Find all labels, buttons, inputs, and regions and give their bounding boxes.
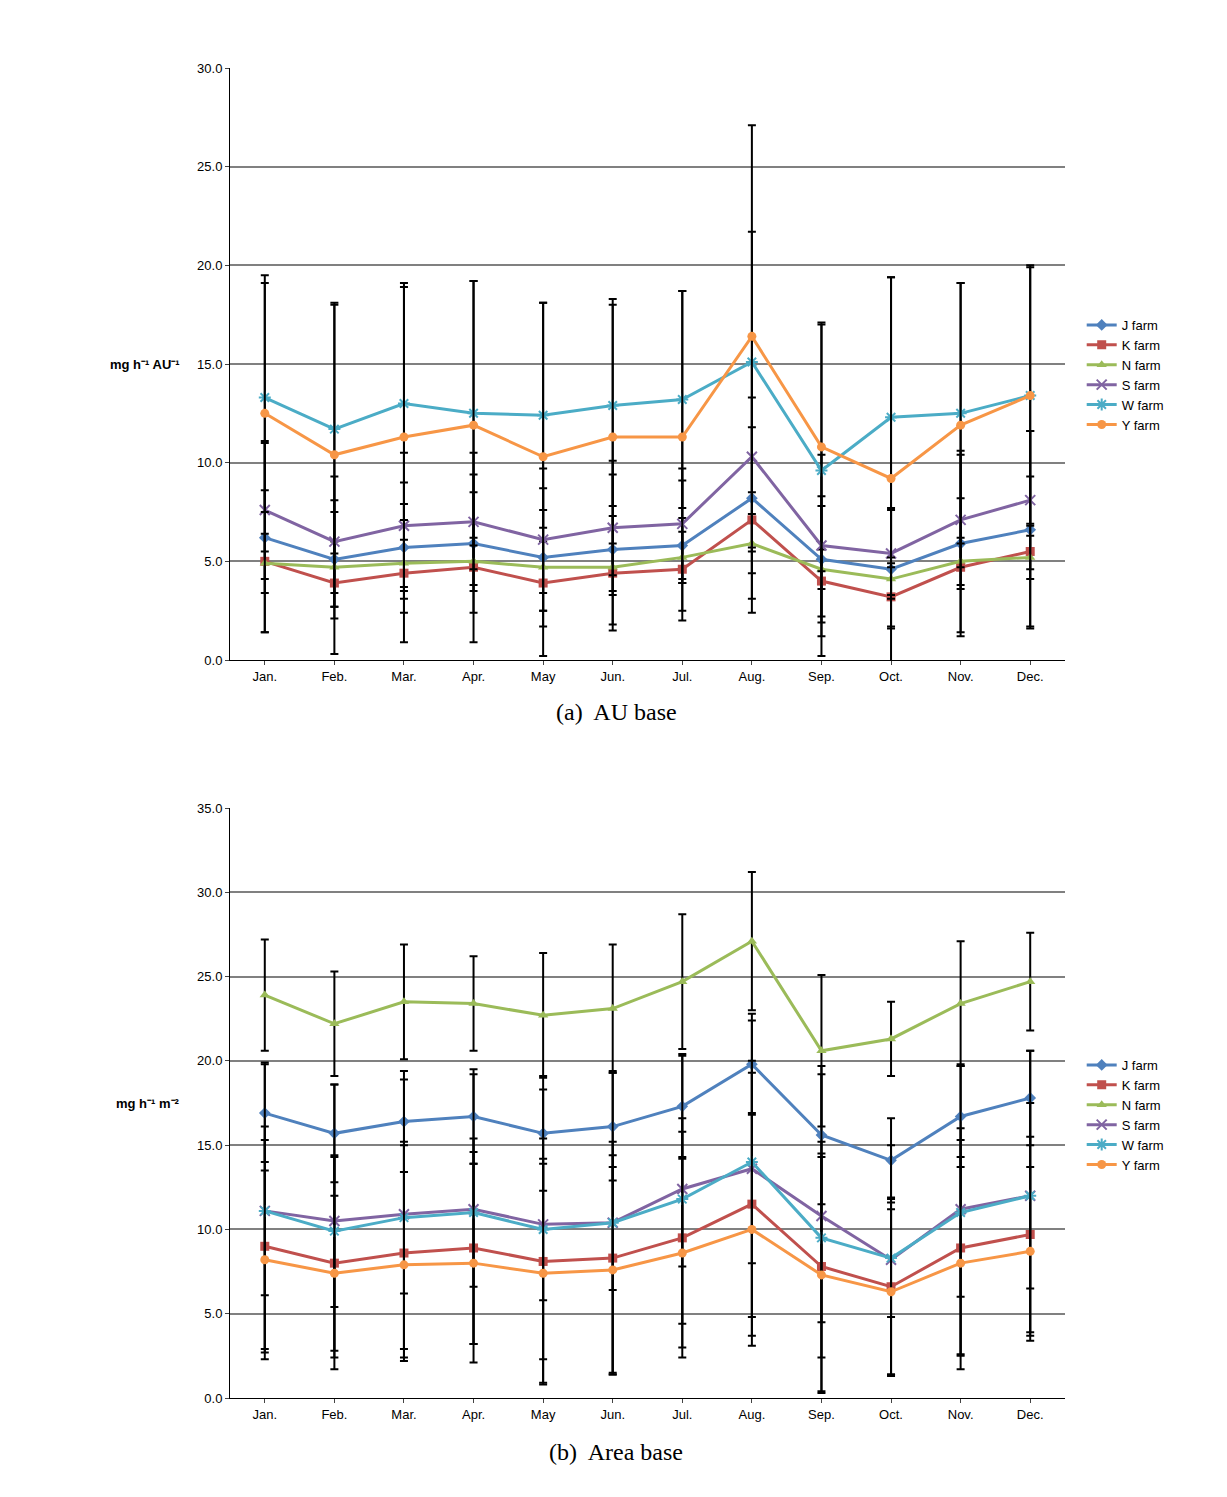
svg-text:15.0: 15.0: [197, 357, 222, 372]
svg-text:0.0: 0.0: [204, 653, 222, 668]
svg-text:K farm: K farm: [1122, 338, 1160, 353]
svg-text:Nov.: Nov.: [948, 1407, 974, 1422]
svg-text:35.0: 35.0: [197, 801, 222, 816]
svg-text:Mar.: Mar.: [391, 1407, 416, 1422]
svg-text:Jan.: Jan.: [253, 1407, 278, 1422]
svg-text:Oct.: Oct.: [879, 669, 903, 684]
svg-text:N farm: N farm: [1122, 1098, 1161, 1113]
svg-text:Jul.: Jul.: [672, 1407, 692, 1422]
svg-text:20.0: 20.0: [197, 1053, 222, 1068]
svg-text:25.0: 25.0: [197, 969, 222, 984]
svg-text:0.0: 0.0: [204, 1391, 222, 1406]
svg-text:mg h⁻¹ m⁻²: mg h⁻¹ m⁻²: [116, 1096, 180, 1111]
svg-text:30.0: 30.0: [197, 885, 222, 900]
svg-text:Y farm: Y farm: [1122, 418, 1160, 433]
svg-text:J farm: J farm: [1122, 1058, 1158, 1073]
svg-text:10.0: 10.0: [197, 455, 222, 470]
svg-text:(a) AU base: (a) AU base: [556, 699, 677, 725]
svg-text:Sep.: Sep.: [808, 669, 835, 684]
svg-text:Oct.: Oct.: [879, 1407, 903, 1422]
svg-text:Feb.: Feb.: [321, 1407, 347, 1422]
svg-text:20.0: 20.0: [197, 258, 222, 273]
svg-text:Jun.: Jun.: [600, 669, 625, 684]
svg-text:Mar.: Mar.: [391, 669, 416, 684]
svg-text:K farm: K farm: [1122, 1078, 1160, 1093]
svg-text:Apr.: Apr.: [462, 669, 485, 684]
svg-text:Jul.: Jul.: [672, 669, 692, 684]
svg-text:25.0: 25.0: [197, 159, 222, 174]
svg-text:May: May: [531, 1407, 556, 1422]
svg-text:Y farm: Y farm: [1122, 1158, 1160, 1173]
svg-text:(b) Area base: (b) Area base: [549, 1439, 683, 1465]
svg-text:N farm: N farm: [1122, 358, 1161, 373]
svg-text:10.0: 10.0: [197, 1222, 222, 1237]
svg-text:S farm: S farm: [1122, 1118, 1160, 1133]
svg-text:Apr.: Apr.: [462, 1407, 485, 1422]
svg-text:15.0: 15.0: [197, 1138, 222, 1153]
svg-text:Dec.: Dec.: [1017, 1407, 1044, 1422]
svg-text:Feb.: Feb.: [321, 669, 347, 684]
svg-text:Jun.: Jun.: [600, 1407, 625, 1422]
svg-text:Jan.: Jan.: [253, 669, 278, 684]
svg-text:Nov.: Nov.: [948, 669, 974, 684]
svg-text:mg h⁻¹ AU⁻¹: mg h⁻¹ AU⁻¹: [110, 357, 180, 372]
svg-text:W farm: W farm: [1122, 398, 1164, 413]
svg-text:W farm: W farm: [1122, 1138, 1164, 1153]
svg-text:Sep.: Sep.: [808, 1407, 835, 1422]
svg-text:Aug.: Aug.: [739, 669, 766, 684]
svg-text:30.0: 30.0: [197, 61, 222, 76]
svg-text:Dec.: Dec.: [1017, 669, 1044, 684]
svg-text:May: May: [531, 669, 556, 684]
svg-text:5.0: 5.0: [204, 554, 222, 569]
svg-text:S farm: S farm: [1122, 378, 1160, 393]
svg-text:Aug.: Aug.: [739, 1407, 766, 1422]
svg-text:J farm: J farm: [1122, 318, 1158, 333]
svg-text:5.0: 5.0: [204, 1306, 222, 1321]
